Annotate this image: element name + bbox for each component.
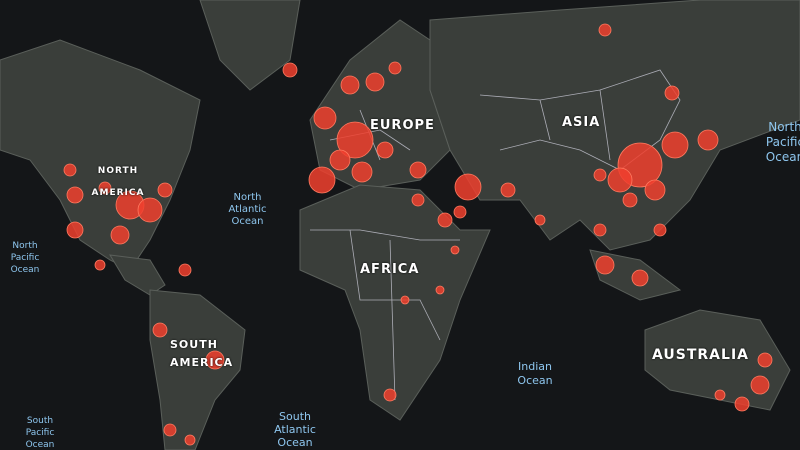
- case-marker[interactable]: [411, 193, 425, 207]
- case-marker[interactable]: [757, 352, 773, 368]
- case-marker[interactable]: [365, 72, 385, 92]
- case-marker[interactable]: [152, 322, 168, 338]
- case-marker[interactable]: [383, 388, 397, 402]
- case-marker[interactable]: [94, 259, 106, 271]
- case-marker[interactable]: [329, 149, 351, 171]
- label-north-pacific-east: North Pacific Ocean: [765, 120, 800, 164]
- case-marker[interactable]: [622, 192, 638, 208]
- case-marker[interactable]: [184, 434, 196, 446]
- case-marker[interactable]: [631, 269, 649, 287]
- case-marker[interactable]: [598, 23, 612, 37]
- case-marker[interactable]: [98, 181, 112, 195]
- case-marker[interactable]: [653, 223, 667, 237]
- case-marker[interactable]: [534, 214, 546, 226]
- case-marker[interactable]: [110, 225, 130, 245]
- case-marker[interactable]: [66, 221, 84, 239]
- land-greenland: [199, 0, 301, 91]
- case-marker[interactable]: [63, 163, 77, 177]
- case-marker[interactable]: [664, 85, 680, 101]
- label-south-pacific: South Pacific Ocean: [25, 416, 55, 450]
- case-marker[interactable]: [697, 129, 719, 151]
- case-marker[interactable]: [714, 389, 726, 401]
- label-indian-ocean: Indian Ocean: [517, 360, 553, 387]
- case-marker[interactable]: [607, 167, 633, 193]
- borders-africa: [310, 229, 460, 401]
- case-marker[interactable]: [453, 205, 467, 219]
- case-marker[interactable]: [734, 396, 750, 412]
- label-north-atlantic: North Atlantic Ocean: [228, 192, 267, 227]
- case-marker[interactable]: [205, 350, 225, 370]
- case-marker[interactable]: [750, 375, 770, 395]
- case-marker[interactable]: [595, 255, 615, 275]
- land-north-america: [0, 39, 201, 271]
- case-marker[interactable]: [157, 182, 173, 198]
- case-marker[interactable]: [137, 197, 163, 223]
- case-marker[interactable]: [435, 285, 445, 295]
- case-marker[interactable]: [661, 131, 689, 159]
- case-marker[interactable]: [376, 141, 394, 159]
- case-marker[interactable]: [500, 182, 516, 198]
- case-marker[interactable]: [308, 166, 336, 194]
- label-south-atlantic: South Atlantic Ocean: [274, 410, 316, 449]
- label-south-america: SOUTH AMERICA: [170, 338, 234, 369]
- label-north-pacific-west: North Pacific Ocean: [10, 241, 40, 275]
- label-europe: EUROPE: [370, 118, 435, 133]
- label-asia: ASIA: [562, 115, 601, 130]
- case-marker[interactable]: [450, 245, 460, 255]
- label-africa: AFRICA: [360, 262, 420, 277]
- land-africa: [299, 184, 491, 421]
- case-marker[interactable]: [282, 62, 298, 78]
- case-marker[interactable]: [340, 75, 360, 95]
- case-marker[interactable]: [388, 61, 402, 75]
- case-marker[interactable]: [593, 168, 607, 182]
- land-south-america: [149, 289, 246, 450]
- case-marker[interactable]: [313, 106, 337, 130]
- case-marker[interactable]: [400, 295, 410, 305]
- case-marker[interactable]: [454, 173, 482, 201]
- case-marker[interactable]: [336, 121, 374, 159]
- case-marker[interactable]: [409, 161, 427, 179]
- case-marker[interactable]: [644, 179, 666, 201]
- case-marker[interactable]: [66, 186, 84, 204]
- label-australia: AUSTRALIA: [652, 347, 749, 363]
- case-marker[interactable]: [163, 423, 177, 437]
- label-north-america: NORTH AMERICA: [91, 166, 145, 198]
- land-central-america: [109, 254, 166, 296]
- case-marker[interactable]: [593, 223, 607, 237]
- borders-asia: [479, 69, 681, 171]
- land-asia: [429, 0, 800, 251]
- case-marker[interactable]: [351, 161, 373, 183]
- case-marker[interactable]: [437, 212, 453, 228]
- case-marker[interactable]: [178, 263, 192, 277]
